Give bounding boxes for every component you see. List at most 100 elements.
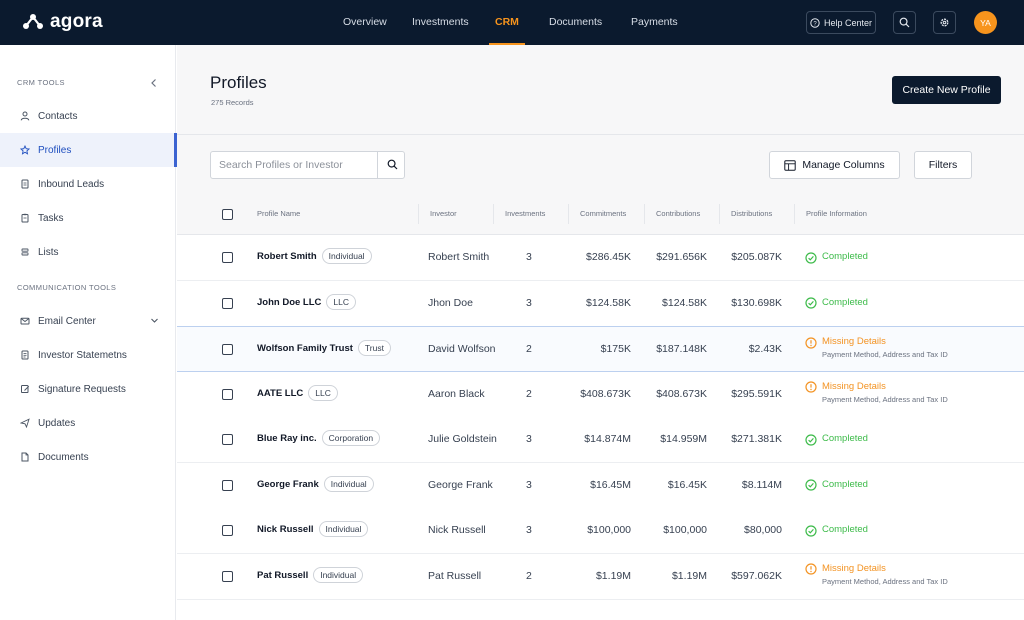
nav-documents[interactable]: Documents <box>549 16 603 28</box>
profile-name-cell[interactable]: Robert Smith Individual <box>257 248 372 264</box>
column-header-commitments[interactable]: Commitments <box>580 209 627 218</box>
column-separator <box>418 204 419 224</box>
table-row[interactable]: Nick Russell Individual Nick Russell 3 $100,… <box>177 508 1024 554</box>
check-circle-icon <box>805 479 817 491</box>
status-label: Completed <box>822 524 868 535</box>
sidebar-item-label: Investor Statemetns <box>38 349 127 361</box>
profile-name[interactable]: Robert Smith <box>257 251 317 262</box>
column-separator <box>644 204 645 224</box>
page-title: Profiles <box>210 73 267 92</box>
profile-type-badge: Individual <box>318 521 369 537</box>
profile-type-badge: Individual <box>323 475 374 492</box>
profile-name[interactable]: Pat Russell <box>257 569 309 581</box>
user-avatar[interactable]: YA <box>974 11 997 34</box>
sidebar-item-inbound-leads[interactable]: Inbound Leads <box>0 167 176 201</box>
chevron-down-icon[interactable] <box>150 316 159 325</box>
row-checkbox[interactable] <box>222 570 233 582</box>
table-row[interactable]: Pat Russell Individual Pat Russell 2 $1.19M $… <box>177 553 1024 600</box>
search-input[interactable] <box>211 152 377 178</box>
commitments-cell: $124.58K <box>586 296 631 309</box>
row-checkbox[interactable] <box>222 434 233 445</box>
settings-button[interactable] <box>933 11 956 34</box>
investor-cell: Robert Smith <box>428 251 490 263</box>
table-row[interactable]: Blue Ray inc. Corporation Julie Goldstein 3… <box>177 417 1024 463</box>
table-row[interactable]: Robert Smith Individual Robert Smith 3 $286.… <box>177 235 1024 281</box>
profile-name[interactable]: John Doe LLC <box>257 296 322 308</box>
status-label: Completed <box>822 478 868 490</box>
search-icon[interactable] <box>387 159 398 170</box>
sidebar-item-contacts[interactable]: Contacts <box>0 99 176 133</box>
investor-cell: David Wolfson <box>428 343 496 355</box>
create-new-profile-button[interactable]: Create New Profile <box>892 76 1001 104</box>
profile-name-cell[interactable]: Nick Russell Individual <box>257 521 369 537</box>
sidebar-item-investor-statements[interactable]: Investor Statemetns <box>0 338 176 372</box>
column-header-profile-information[interactable]: Profile Information <box>806 209 867 218</box>
column-header-investments[interactable]: Investments <box>505 209 546 218</box>
profile-information-cell: Missing Details Payment Method, Address a… <box>805 381 948 404</box>
profile-name-cell[interactable]: Wolfson Family Trust Trust <box>257 340 391 356</box>
column-header-distributions[interactable]: Distributions <box>731 209 773 218</box>
row-checkbox[interactable] <box>222 388 233 400</box>
row-checkbox[interactable] <box>222 344 233 355</box>
columns-icon <box>784 159 797 171</box>
sidebar-item-label: Signature Requests <box>38 383 126 395</box>
status-label: Missing Details <box>822 336 886 347</box>
profile-information-cell: Completed <box>805 524 868 537</box>
sidebar-item-tasks[interactable]: Tasks <box>0 201 176 235</box>
profile-name[interactable]: AATE LLC <box>257 387 304 399</box>
nav-crm[interactable]: CRM <box>489 0 525 45</box>
commitments-cell: $408.673K <box>580 387 631 400</box>
file-icon <box>21 452 29 462</box>
profile-name-cell[interactable]: John Doe LLC LLC <box>257 293 356 310</box>
row-checkbox[interactable] <box>222 525 233 536</box>
distributions-cell: $295.591K <box>731 387 782 400</box>
help-center-button[interactable]: ? Help Center <box>806 11 876 34</box>
check-circle-icon <box>805 524 817 537</box>
sidebar-item-label: Profiles <box>38 144 72 156</box>
sidebar-item-label: Inbound Leads <box>38 178 105 190</box>
table-row[interactable]: Wolfson Family Trust Trust David Wolfson 2 $… <box>177 326 1024 372</box>
profile-name[interactable]: Wolfson Family Trust <box>257 343 353 354</box>
nav-investments[interactable]: Investments <box>412 16 469 28</box>
column-header-investor[interactable]: Investor <box>430 209 457 218</box>
collapse-sidebar-icon[interactable] <box>149 78 159 88</box>
profile-information-cell: Completed <box>805 479 868 492</box>
brand-logo[interactable]: agora <box>22 11 103 33</box>
profile-name[interactable]: Blue Ray inc. <box>257 433 317 444</box>
sidebar-item-lists[interactable]: Lists <box>0 235 176 269</box>
profile-name[interactable]: Nick Russell <box>257 524 314 535</box>
manage-columns-button[interactable]: Manage Columns <box>769 151 900 179</box>
sidebar-item-email-center[interactable]: Email Center <box>0 304 176 338</box>
profile-name-cell[interactable]: AATE LLC LLC <box>257 384 338 401</box>
profile-name-cell[interactable]: Blue Ray inc. Corporation <box>257 430 381 446</box>
row-checkbox[interactable] <box>222 479 233 491</box>
table-row[interactable]: John Doe LLC LLC Jhon Doe 3 $124.58K $124.58K… <box>177 280 1024 327</box>
row-checkbox[interactable] <box>222 252 233 263</box>
nav-overview[interactable]: Overview <box>343 16 387 28</box>
select-all-checkbox[interactable] <box>222 209 233 220</box>
sidebar-item-profiles[interactable]: Profiles <box>0 133 177 167</box>
nav-payments[interactable]: Payments <box>631 16 678 28</box>
profile-name[interactable]: George Frank <box>257 478 319 490</box>
status-text-group: Completed <box>822 524 868 535</box>
search-button[interactable] <box>893 11 916 34</box>
column-header-profile-name[interactable]: Profile Name <box>257 209 301 218</box>
table-row[interactable]: George Frank Individual George Frank 3 $16.4… <box>177 462 1024 509</box>
sidebar-item-updates[interactable]: Updates <box>0 406 176 440</box>
column-separator <box>493 204 494 224</box>
table-row[interactable]: AATE LLC LLC Aaron Black 2 $408.673K $408.673… <box>177 371 1024 418</box>
sidebar-item-label: Documents <box>38 451 89 463</box>
sidebar-item-documents[interactable]: Documents <box>0 440 176 474</box>
row-checkbox[interactable] <box>222 297 233 309</box>
sidebar-item-signature-requests[interactable]: Signature Requests <box>0 372 176 406</box>
crm-tools-heading: CRM TOOLS <box>17 78 65 87</box>
profile-name-cell[interactable]: George Frank Individual <box>257 475 374 492</box>
status-text-group: Missing Details Payment Method, Address a… <box>822 336 948 359</box>
warning-circle-icon <box>805 563 817 575</box>
column-header-contributions[interactable]: Contributions <box>656 209 701 218</box>
filters-button[interactable]: Filters <box>914 151 972 179</box>
investments-cell: 3 <box>526 478 532 491</box>
agora-logo-icon <box>23 14 43 29</box>
profile-name-cell[interactable]: Pat Russell Individual <box>257 566 364 583</box>
document-icon <box>21 179 29 189</box>
